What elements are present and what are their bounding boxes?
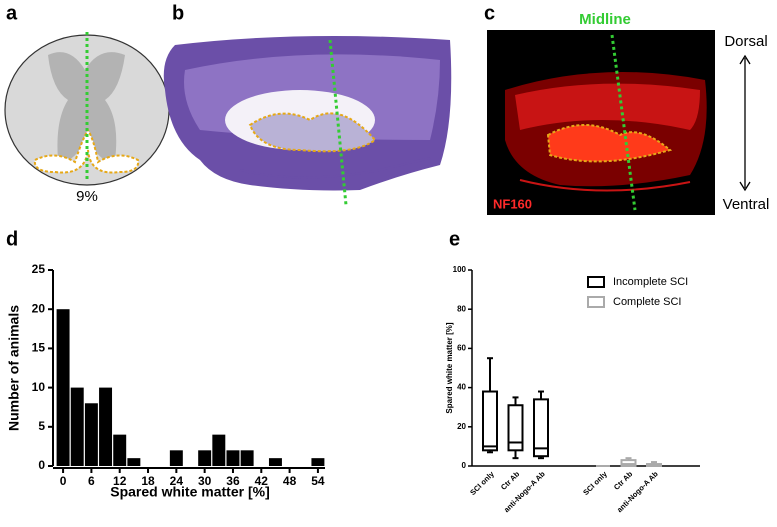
bar: [311, 458, 325, 466]
legend-swatch: [587, 296, 605, 308]
panel-label: e: [449, 228, 460, 250]
box: [482, 390, 498, 452]
x-tick-label: 12: [113, 474, 127, 488]
y-axis-title: Number of animals: [6, 305, 22, 431]
legend-label: Incomplete SCI: [613, 276, 688, 288]
legend-label: Complete SCI: [613, 296, 681, 308]
y-tick-label: 80: [457, 304, 466, 313]
y-tick-label: 100: [453, 265, 467, 274]
x-tick-label: 24: [170, 474, 184, 488]
x-tick-label: 42: [255, 474, 269, 488]
box: [507, 404, 524, 452]
bar: [127, 458, 141, 466]
x-tick-label: 6: [88, 474, 95, 488]
x-tick-label: 30: [198, 474, 212, 488]
bar: [70, 387, 84, 466]
x-tick-label: 0: [60, 474, 67, 488]
panel-c-image: [487, 30, 715, 215]
bar: [84, 403, 98, 466]
panel-label: c: [484, 2, 495, 24]
y-tick-label: 25: [32, 262, 46, 276]
x-tick-label: 18: [141, 474, 155, 488]
ventral-label: Ventral: [723, 196, 770, 213]
bar: [113, 434, 127, 466]
y-tick-label: 15: [32, 341, 46, 355]
bar: [268, 458, 282, 466]
y-tick-label: 20: [32, 301, 46, 315]
panel-a-drawing: [4, 32, 170, 186]
panel-b-image: [163, 36, 452, 206]
x-axis-title: Spared white matter [%]: [110, 484, 269, 500]
y-tick-label: 10: [32, 380, 46, 394]
x-tick-label: SCI only: [468, 469, 496, 497]
dorsal-label: Dorsal: [724, 33, 767, 50]
bar: [240, 450, 254, 466]
bar: [99, 387, 113, 466]
y-tick-label: 0: [462, 461, 467, 470]
panel-label: a: [6, 2, 18, 24]
bar: [169, 450, 183, 466]
legend-swatch: [587, 276, 605, 288]
midline-label: Midline: [579, 11, 631, 28]
percent-label: 9%: [76, 188, 98, 205]
panel-label: d: [6, 228, 18, 250]
x-tick-label: 54: [311, 474, 325, 488]
stain-label: NF160: [493, 196, 532, 211]
axis-arrow: [739, 54, 751, 192]
y-tick-label: 40: [457, 383, 466, 392]
bar: [212, 434, 226, 466]
panel-label: b: [172, 2, 184, 24]
bar: [198, 450, 212, 466]
x-tick-label: Ctr Ab: [612, 469, 635, 492]
x-tick-label: Ctr Ab: [499, 469, 522, 492]
y-tick-label: 5: [38, 419, 45, 433]
y-tick-label: 0: [38, 458, 45, 472]
x-tick-label: SCI only: [581, 469, 609, 497]
y-tick-label: 60: [457, 344, 466, 353]
box: [533, 398, 549, 458]
bar: [226, 450, 240, 466]
y-axis-title: Spared white matter [%]: [445, 322, 454, 413]
y-tick-label: 20: [457, 422, 466, 431]
x-tick-label: 48: [283, 474, 297, 488]
bar: [56, 309, 70, 466]
x-tick-label: 36: [226, 474, 240, 488]
